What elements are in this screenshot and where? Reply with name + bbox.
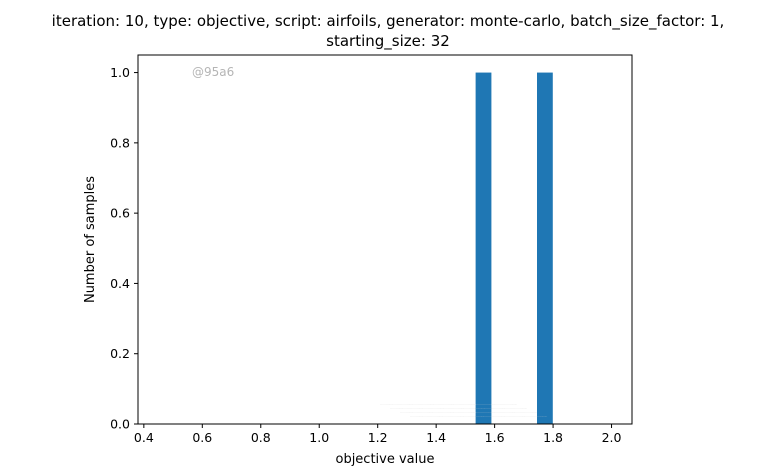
x-tick-label: 1.0: [309, 430, 329, 445]
x-axis-label: objective value: [335, 452, 434, 467]
fine-print-line: ........................................…: [400, 410, 537, 414]
y-axis-ticks: 0.0 0.2 0.4 0.6 0.8 1.0: [110, 65, 138, 432]
y-tick-label: 0.8: [110, 135, 130, 150]
x-tick-label: 1.8: [543, 430, 563, 445]
y-tick-label: 1.0: [110, 65, 130, 80]
x-axis-ticks: 0.4 0.6 0.8 1.0 1.2 1.4 1.6 1.8 2.0: [134, 424, 622, 445]
x-tick-label: 0.6: [192, 430, 212, 445]
chart-title-line-2: starting_size: 32: [326, 32, 450, 51]
chart-title-line-1: iteration: 10, type: objective, script: …: [52, 12, 725, 31]
y-tick-label: 0.2: [110, 346, 130, 361]
x-tick-label: 0.4: [134, 430, 154, 445]
y-tick-label: 0.6: [110, 206, 130, 221]
fine-print-line: ........................................…: [410, 414, 547, 418]
fine-print-line: ........................................…: [390, 406, 527, 410]
histogram-bar-1: [475, 72, 492, 425]
fine-print-line: ........................................…: [380, 402, 517, 406]
y-tick-label: 0.4: [110, 276, 130, 291]
x-tick-label: 1.4: [426, 430, 446, 445]
watermark-text: @95a6: [192, 65, 234, 79]
bars-group: [475, 72, 553, 425]
y-axis-label: Number of samples: [83, 176, 98, 303]
fine-print-block: ........................................…: [380, 402, 547, 418]
x-tick-label: 0.8: [251, 430, 271, 445]
y-tick-label: 0.0: [110, 417, 130, 432]
plot-frame: [137, 54, 633, 425]
x-tick-label: 1.2: [368, 430, 388, 445]
histogram-bar-2: [537, 72, 553, 425]
x-tick-label: 2.0: [602, 430, 622, 445]
x-tick-label: 1.6: [485, 430, 505, 445]
